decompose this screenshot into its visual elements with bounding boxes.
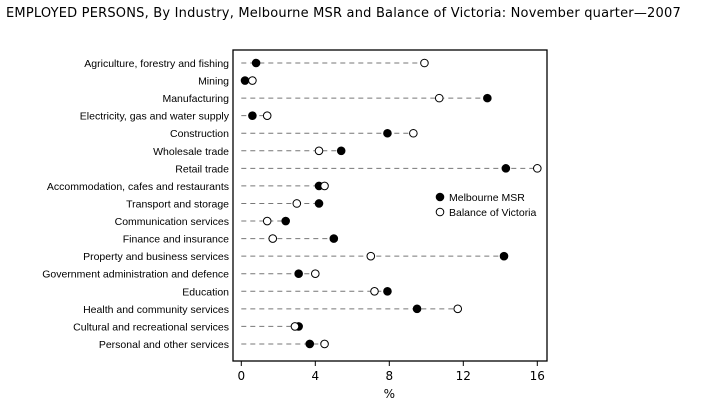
melbourne-msr-point <box>499 251 509 261</box>
legend-label: Melbourne MSR <box>449 192 525 204</box>
chart-title: EMPLOYED PERSONS, By Industry, Melbourne… <box>6 6 681 21</box>
category-label: Government administration and defence <box>42 269 229 281</box>
melbourne-msr-point <box>329 234 339 243</box>
melbourne-msr-point <box>336 146 346 156</box>
balance-of-victoria-point <box>268 234 278 243</box>
balance-of-victoria-point <box>370 286 379 296</box>
category-label: Communication services <box>115 216 229 228</box>
melbourne-msr-point <box>251 58 261 68</box>
category-label: Electricity, gas and water supply <box>80 111 230 123</box>
x-tick-label: 8 <box>385 369 393 383</box>
category-label: Health and community services <box>83 304 229 316</box>
melbourne-msr-point <box>383 286 392 296</box>
melbourne-msr-point <box>248 111 257 120</box>
category-label: Construction <box>170 128 229 140</box>
balance-of-victoria-point <box>290 322 300 331</box>
melbourne-msr-point <box>294 269 303 279</box>
category-label: Education <box>182 286 229 298</box>
legend-label: Balance of Victoria <box>449 207 537 219</box>
balance-of-victoria-point <box>320 339 329 349</box>
melbourne-msr-point <box>314 199 324 208</box>
melbourne-msr-point <box>383 128 392 138</box>
melbourne-msr-point <box>412 304 422 314</box>
category-label: Mining <box>198 76 229 88</box>
balance-of-victoria-point <box>292 199 302 208</box>
category-label: Personal and other services <box>99 339 229 351</box>
x-tick-label: 4 <box>311 369 319 383</box>
category-label: Wholesale trade <box>153 146 229 158</box>
balance-of-victoria-point <box>533 164 542 173</box>
melbourne-msr-point <box>281 216 291 226</box>
melbourne-msr-point <box>305 339 315 349</box>
balance-of-victoria-point <box>314 146 324 156</box>
balance-of-victoria-point <box>366 251 376 261</box>
balance-of-victoria-point <box>262 111 272 120</box>
x-tick-label: 16 <box>530 369 545 383</box>
plot-frame <box>232 49 548 362</box>
melbourne-msr-point <box>501 164 511 173</box>
category-label: Property and business services <box>83 251 229 263</box>
legend-marker <box>435 192 445 202</box>
balance-of-victoria-point <box>434 93 444 103</box>
category-label: Transport and storage <box>126 198 229 210</box>
balance-of-victoria-point <box>453 304 463 314</box>
melbourne-msr-point <box>483 93 492 103</box>
x-tick-label: 12 <box>456 369 471 383</box>
balance-of-victoria-point <box>420 58 429 68</box>
balance-of-victoria-point <box>320 181 329 191</box>
melbourne-msr-point <box>240 76 250 85</box>
category-label: Accommodation, cafes and restaurants <box>47 181 229 193</box>
balance-of-victoria-point <box>409 128 418 138</box>
category-label: Agriculture, forestry and fishing <box>84 58 229 70</box>
category-label: Manufacturing <box>162 93 229 105</box>
x-axis-label: % <box>384 387 395 401</box>
category-label: Retail trade <box>175 163 229 175</box>
balance-of-victoria-point <box>311 269 320 279</box>
category-label: Cultural and recreational services <box>73 321 229 333</box>
category-label: Finance and insurance <box>123 234 229 246</box>
balance-of-victoria-point <box>248 76 257 85</box>
balance-of-victoria-point <box>262 216 272 226</box>
legend-marker <box>435 207 445 217</box>
x-tick-label: 0 <box>237 369 245 383</box>
